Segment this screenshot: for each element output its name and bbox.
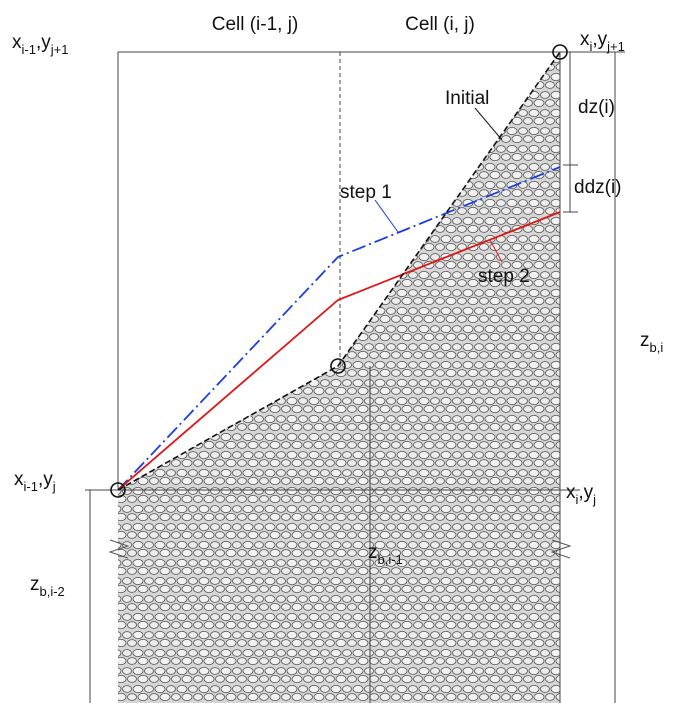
t: x bbox=[580, 29, 590, 50]
node bbox=[110, 482, 126, 498]
t: i-1 bbox=[24, 479, 38, 494]
curve-label: step 2 bbox=[478, 266, 530, 287]
t: z bbox=[368, 542, 378, 563]
t: j+1 bbox=[606, 39, 625, 54]
t: i-1 bbox=[22, 42, 36, 57]
t: z bbox=[640, 330, 650, 351]
break-mark bbox=[108, 539, 130, 559]
corner-label: xi-1,yj bbox=[14, 469, 56, 494]
t: j bbox=[52, 479, 56, 494]
t: b,i bbox=[650, 340, 664, 355]
t: ,y bbox=[38, 469, 53, 490]
break-mark bbox=[550, 539, 572, 559]
t: x bbox=[566, 482, 576, 503]
t: ,y bbox=[36, 32, 51, 53]
curve-label: Initial bbox=[445, 88, 489, 109]
depth-label: zb,i bbox=[640, 330, 663, 355]
sediment bbox=[118, 52, 560, 703]
t: x bbox=[12, 32, 22, 53]
t: j bbox=[592, 492, 596, 507]
t: i bbox=[590, 39, 593, 54]
cell-label: Cell (i-1, j) bbox=[212, 14, 299, 35]
curve-label: step 1 bbox=[340, 182, 392, 203]
t: z bbox=[30, 574, 40, 595]
corner-label: xi,yj+1 bbox=[580, 29, 625, 54]
leader bbox=[374, 199, 399, 233]
t: b,i-1 bbox=[378, 552, 403, 567]
initial-profile bbox=[117, 51, 561, 491]
cell-label: Cell (i, j) bbox=[405, 14, 475, 35]
depth-label: zb,i-1 bbox=[368, 542, 403, 567]
t: ,y bbox=[578, 482, 593, 503]
step2-profile bbox=[117, 211, 561, 491]
t: ,y bbox=[592, 29, 607, 50]
step1-profile bbox=[117, 166, 561, 491]
node bbox=[330, 358, 346, 374]
node bbox=[552, 44, 568, 60]
depth-label: zb,i-2 bbox=[30, 574, 65, 599]
leader bbox=[489, 239, 503, 263]
dimension-label: dz(i) bbox=[578, 97, 615, 118]
t: x bbox=[14, 469, 24, 490]
t: b,i-2 bbox=[40, 584, 65, 599]
corner-label: xi-1,yj+1 bbox=[12, 32, 68, 57]
dimension-label: ddz(i) bbox=[574, 177, 622, 198]
leader bbox=[474, 107, 503, 141]
corner-label: xi,yj bbox=[566, 482, 596, 507]
t: i bbox=[576, 492, 579, 507]
t: j+1 bbox=[50, 42, 69, 57]
